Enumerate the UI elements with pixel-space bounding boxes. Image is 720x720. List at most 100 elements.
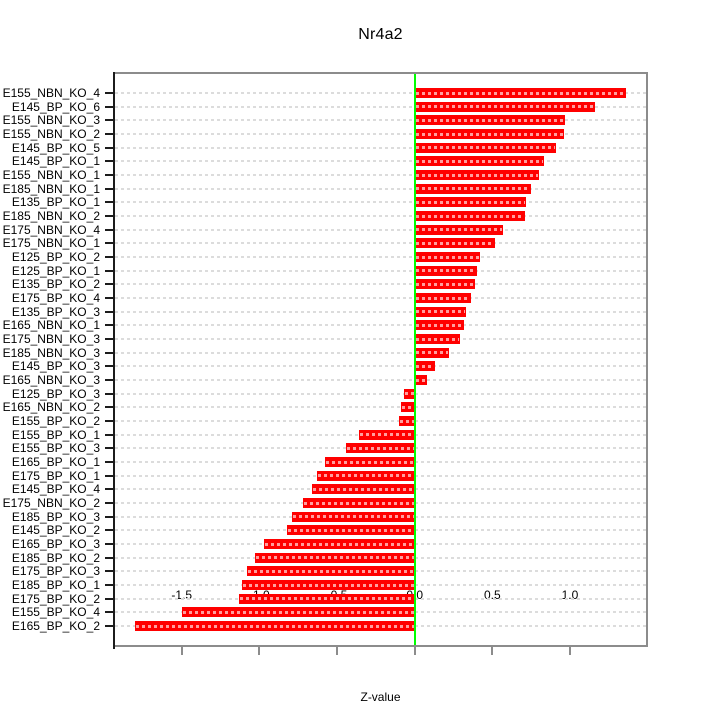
- bar-stripe: [182, 610, 414, 614]
- bar: [358, 429, 415, 440]
- y-axis-label: E145_BP_KO_6: [11, 99, 100, 114]
- y-axis-label: E175_NBN_KO_2: [2, 496, 100, 510]
- y-axis-tick: [105, 461, 113, 463]
- grid-line: [115, 105, 646, 108]
- bar: [399, 416, 415, 426]
- bar: [316, 470, 415, 481]
- y-axis-label: E135_BP_KO_2: [11, 277, 100, 292]
- bar: [414, 224, 504, 235]
- y-axis-tick: [105, 597, 113, 600]
- bar: [414, 320, 465, 331]
- bar: [414, 129, 564, 139]
- grid-line: [115, 365, 646, 368]
- y-axis-tick: [105, 283, 113, 286]
- y-axis-tick: [105, 119, 113, 122]
- grid-line: [115, 256, 646, 258]
- y-axis-tick: [105, 187, 113, 190]
- y-axis-label: E175_BP_KO_2: [11, 591, 100, 606]
- bar-stripe: [404, 392, 414, 396]
- bar-stripe: [415, 173, 538, 177]
- bar: [414, 156, 544, 167]
- y-axis-label: E165_BP_KO_2: [11, 619, 100, 633]
- bar: [414, 334, 460, 344]
- x-axis-tick-label: 0.5: [483, 588, 501, 602]
- y-axis-label: E165_BP_KO_3: [11, 537, 100, 551]
- grid-line: [115, 201, 646, 204]
- bar-stripe: [415, 378, 427, 382]
- bar: [246, 566, 415, 577]
- y-axis-label: E145_BP_KO_3: [11, 359, 100, 374]
- grid-line: [115, 420, 646, 422]
- bar: [414, 142, 556, 153]
- bar: [135, 621, 415, 631]
- y-axis-line: [113, 72, 115, 649]
- grid-line: [115, 92, 646, 94]
- bar-stripe: [265, 542, 414, 546]
- x-axis-tick: [568, 647, 571, 655]
- bar: [324, 457, 415, 467]
- bar: [414, 238, 496, 249]
- bar-stripe: [415, 214, 524, 218]
- grid-line: [115, 338, 646, 340]
- grid-line: [115, 283, 646, 286]
- y-axis-label: E145_BP_KO_1: [11, 154, 100, 169]
- y-axis-label: E155_NBN_KO_4: [2, 86, 100, 100]
- y-axis-label: E165_NBN_KO_3: [2, 373, 100, 387]
- bar-stripe: [415, 255, 479, 259]
- y-axis-label: E125_BP_KO_1: [11, 263, 100, 278]
- grid-line: [115, 228, 646, 231]
- y-axis-label: E125_BP_KO_2: [11, 250, 100, 264]
- y-axis-tick: [105, 92, 113, 94]
- bar-stripe: [415, 351, 448, 355]
- bar: [414, 265, 477, 276]
- bar: [414, 293, 471, 303]
- y-axis-tick: [105, 611, 113, 614]
- bar: [414, 347, 449, 358]
- bar-stripe: [415, 159, 543, 163]
- y-axis-tick: [105, 379, 113, 381]
- bar: [414, 211, 525, 221]
- zero-line: [413, 74, 416, 645]
- y-axis-tick: [105, 406, 113, 409]
- bar-stripe: [247, 569, 414, 573]
- bar-stripe: [415, 241, 495, 245]
- bar-stripe: [293, 515, 414, 519]
- y-axis-label: E155_BP_KO_2: [11, 414, 100, 428]
- y-axis-label: E155_NBN_KO_2: [2, 127, 100, 141]
- bar-stripe: [347, 446, 414, 450]
- bar: [414, 101, 595, 112]
- y-axis-tick: [105, 228, 113, 231]
- y-axis-label: E155_NBN_KO_1: [2, 168, 100, 182]
- y-axis-label: E185_BP_KO_3: [11, 509, 100, 524]
- y-axis-tick: [105, 392, 113, 395]
- grid-line: [115, 392, 646, 395]
- y-axis-label: E175_NBN_KO_3: [2, 332, 100, 346]
- bar-stripe: [415, 310, 465, 314]
- y-axis-label: E165_NBN_KO_1: [2, 318, 100, 333]
- bar-stripe: [415, 337, 459, 341]
- bar-stripe: [136, 624, 414, 628]
- bar-stripe: [415, 200, 526, 204]
- grid-line: [115, 146, 646, 149]
- bar-stripe: [415, 228, 503, 232]
- grid-line: [115, 174, 646, 176]
- bar: [414, 115, 566, 126]
- bar-stripe: [288, 528, 414, 532]
- x-axis-tick-label: 1.0: [561, 588, 579, 602]
- bar: [414, 183, 532, 194]
- bar-stripe: [415, 282, 475, 286]
- bar: [254, 552, 415, 563]
- grid-line: [115, 379, 646, 381]
- y-axis-tick: [105, 351, 113, 354]
- y-axis-tick: [105, 174, 113, 176]
- bar-stripe: [325, 460, 414, 464]
- chart-title: Nr4a2: [358, 26, 403, 43]
- bar: [414, 375, 428, 385]
- y-axis-label: E185_NBN_KO_3: [2, 345, 100, 360]
- y-axis-label: E175_NBN_KO_4: [2, 222, 100, 237]
- bar: [242, 580, 415, 590]
- bar: [239, 593, 415, 604]
- y-axis-tick: [105, 242, 113, 245]
- y-axis-label: E155_BP_KO_1: [11, 427, 100, 442]
